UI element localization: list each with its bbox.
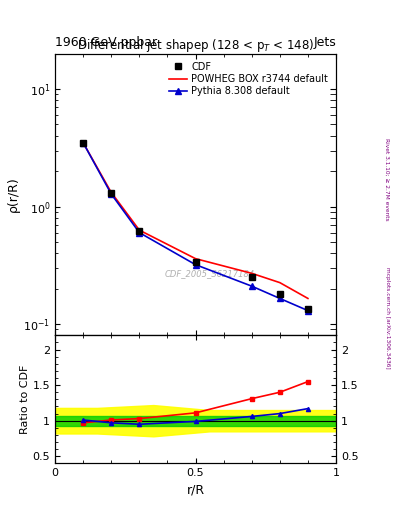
CDF (109, 190, 114, 196)
CDF (137, 228, 142, 234)
POWHEG BOX r3744 default (193, 255, 198, 262)
Pythia 8.308 default (250, 283, 254, 289)
X-axis label: r/R: r/R (186, 484, 205, 497)
Text: Jets: Jets (313, 36, 336, 49)
CDF (250, 274, 254, 280)
CDF (277, 291, 282, 297)
CDF (193, 259, 198, 265)
CDF (306, 306, 310, 312)
Pythia 8.308 default (306, 308, 310, 314)
POWHEG BOX r3744 default (81, 140, 86, 146)
Line: POWHEG BOX r3744 default: POWHEG BOX r3744 default (83, 143, 308, 298)
Line: Pythia 8.308 default: Pythia 8.308 default (80, 140, 311, 313)
Pythia 8.308 default (193, 262, 198, 268)
Legend: CDF, POWHEG BOX r3744 default, Pythia 8.308 default: CDF, POWHEG BOX r3744 default, Pythia 8.… (166, 58, 331, 99)
Text: 1960 GeV ppbar: 1960 GeV ppbar (55, 36, 157, 49)
Pythia 8.308 default (137, 229, 142, 236)
POWHEG BOX r3744 default (109, 189, 114, 196)
Pythia 8.308 default (277, 295, 282, 302)
Title: Differential jet shapep (128 < p$_T$ < 148): Differential jet shapep (128 < p$_T$ < 1… (77, 37, 314, 54)
Pythia 8.308 default (109, 191, 114, 197)
Text: mcplots.cern.ch [arXiv:1306.3436]: mcplots.cern.ch [arXiv:1306.3436] (385, 267, 389, 368)
POWHEG BOX r3744 default (137, 227, 142, 233)
Text: Rivet 3.1.10; ≥ 2.7M events: Rivet 3.1.10; ≥ 2.7M events (385, 138, 389, 221)
POWHEG BOX r3744 default (306, 295, 310, 302)
Y-axis label: Ratio to CDF: Ratio to CDF (20, 365, 30, 434)
POWHEG BOX r3744 default (277, 280, 282, 286)
Line: CDF: CDF (80, 140, 311, 311)
POWHEG BOX r3744 default (250, 270, 254, 276)
Pythia 8.308 default (81, 140, 86, 146)
CDF (81, 140, 86, 146)
Y-axis label: ρ(r/R): ρ(r/R) (7, 177, 20, 212)
Text: CDF_2005_S6217184: CDF_2005_S6217184 (164, 269, 255, 278)
